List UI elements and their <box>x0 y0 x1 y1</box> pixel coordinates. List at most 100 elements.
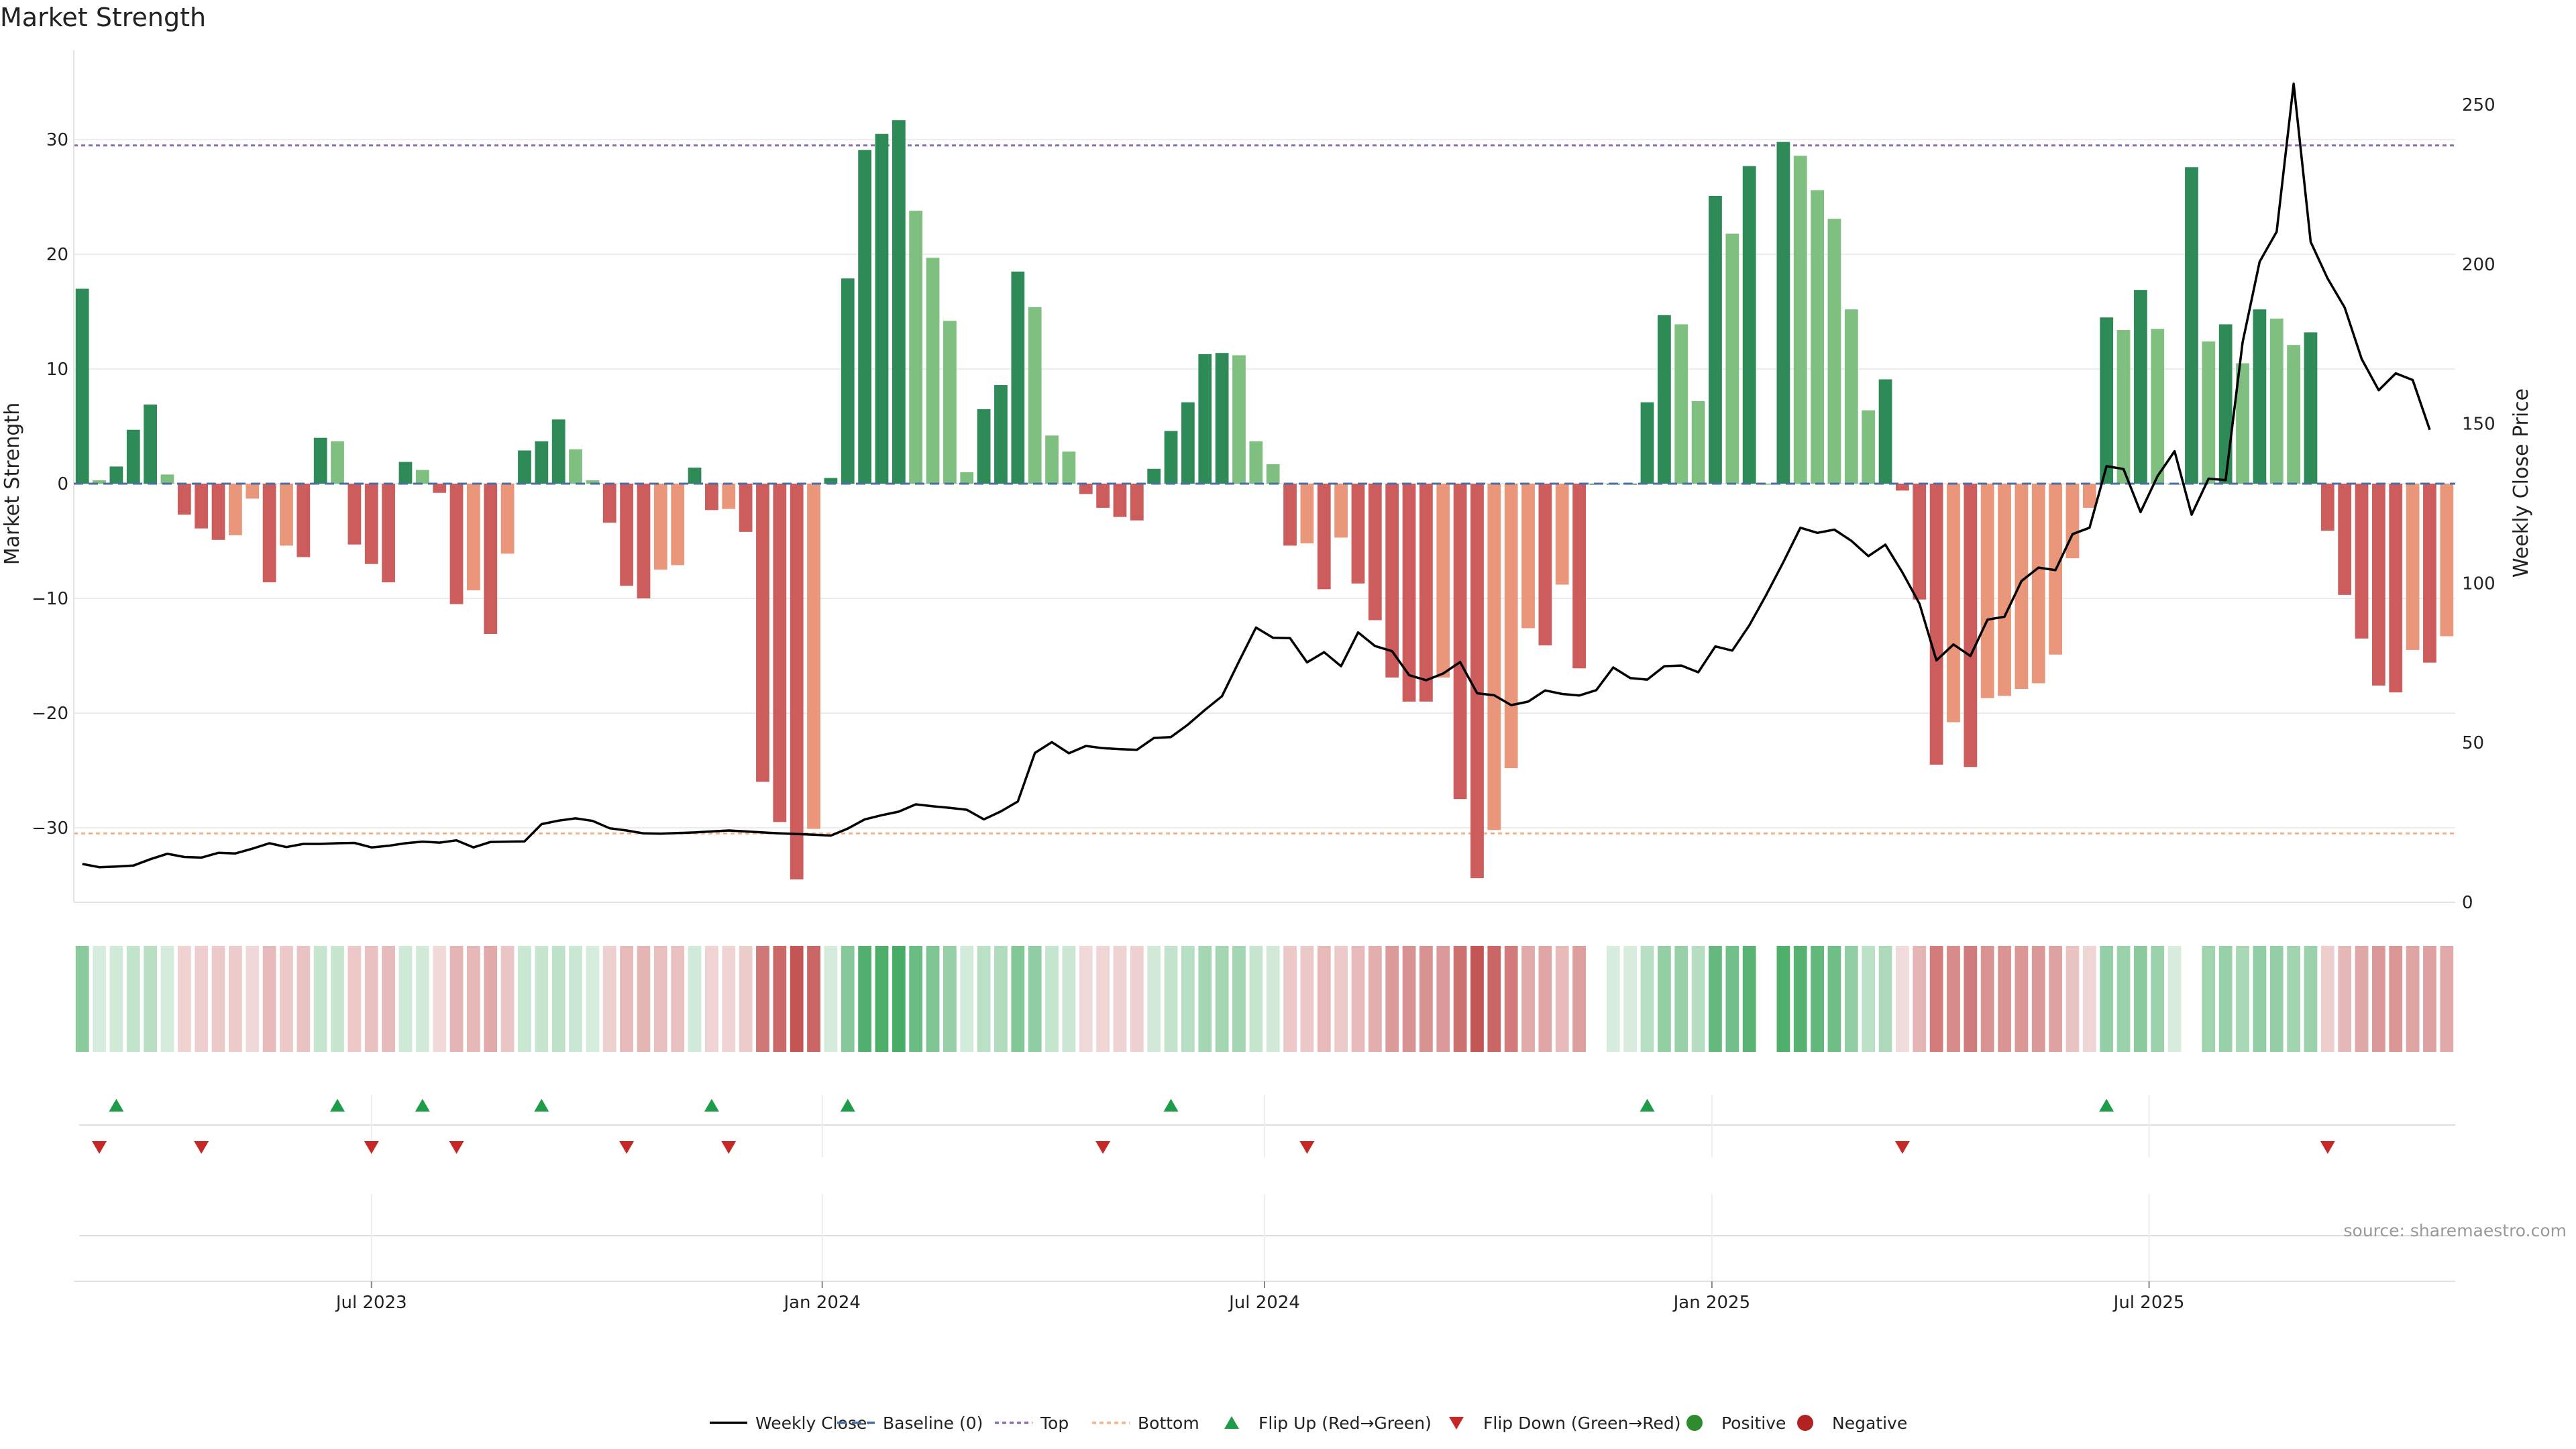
strength-bar <box>2320 484 2334 531</box>
heat-cell <box>262 946 276 1052</box>
heat-cell <box>2338 946 2352 1052</box>
strength-bar <box>1402 484 1416 702</box>
strength-bar <box>551 419 566 484</box>
heat-cell <box>195 946 209 1052</box>
heat-cell <box>1317 946 1331 1052</box>
strength-bar <box>1011 271 1025 484</box>
x-tick-label: Jan 2025 <box>1672 1293 1751 1313</box>
legend-item-flip-down: Flip Down (Green→Red) <box>1449 1413 1681 1433</box>
heat-cell <box>2287 946 2300 1052</box>
heat-cell <box>943 946 957 1052</box>
strength-bar <box>1521 484 1535 629</box>
flip-up-marker <box>534 1099 549 1112</box>
heat-cell <box>824 946 838 1052</box>
heat-cell <box>2269 946 2284 1052</box>
legend-label: Baseline (0) <box>883 1413 983 1433</box>
strength-bar <box>364 484 378 564</box>
heat-cell <box>569 946 582 1052</box>
heat-cell <box>1862 946 1876 1052</box>
strength-bar <box>1436 484 1450 678</box>
heat-cell <box>620 946 633 1052</box>
strength-bar <box>2116 329 2131 484</box>
heat-cell <box>1402 946 1416 1052</box>
heat-cell <box>2389 946 2403 1052</box>
heat-cell <box>246 946 260 1052</box>
strength-bar <box>1096 484 1110 508</box>
heat-cell <box>1878 946 1892 1052</box>
heat-cell <box>433 946 447 1052</box>
strength-bar <box>637 484 651 598</box>
heat-cell <box>2320 946 2334 1052</box>
strength-bar <box>994 385 1008 484</box>
strength-bar <box>2253 309 2267 484</box>
heat-cell <box>1980 946 1994 1052</box>
flip-up-marker <box>704 1099 719 1112</box>
strength-bar <box>75 288 89 484</box>
strength-bar <box>824 478 838 484</box>
strength-bar <box>1811 190 1824 484</box>
heat-cell <box>739 946 753 1052</box>
strength-bar <box>807 484 820 829</box>
strength-bar <box>1079 484 1093 494</box>
strength-bar <box>2269 318 2284 484</box>
strength-bar <box>1538 484 1552 646</box>
strength-bar <box>467 484 480 591</box>
strength-bar <box>2406 484 2420 650</box>
heat-cell <box>756 946 769 1052</box>
strength-bar <box>1827 219 1841 484</box>
strength-bar <box>518 450 531 484</box>
heat-cell <box>1096 946 1110 1052</box>
weekly-close-line <box>82 82 2431 869</box>
strength-bar <box>1947 484 1960 722</box>
flip-up-marker <box>109 1099 124 1112</box>
strength-bar <box>1709 195 1722 484</box>
y2-tick-label: 200 <box>2462 255 2496 275</box>
heat-cell <box>229 946 242 1052</box>
strength-bar <box>1232 355 1246 484</box>
heat-cell <box>1521 946 1535 1052</box>
strength-bar <box>977 409 991 484</box>
strength-bar <box>2236 363 2249 484</box>
y-tick-label: 0 <box>57 474 68 494</box>
heat-cell <box>926 946 940 1052</box>
strength-bar <box>1725 233 1739 484</box>
strength-bar <box>398 462 413 484</box>
legend-item-bottom: Bottom <box>1092 1413 1199 1433</box>
heat-cell <box>2253 946 2267 1052</box>
strength-bar <box>773 484 787 822</box>
strength-bar <box>1147 468 1161 484</box>
flip-down-marker <box>721 1141 737 1154</box>
strength-bar <box>688 468 702 484</box>
strength-bar <box>2031 484 2045 684</box>
heat-cell <box>331 946 344 1052</box>
legend-swatch-flip-down <box>1449 1417 1464 1430</box>
heat-cell <box>2100 946 2114 1052</box>
strength-bar <box>1776 142 1790 484</box>
strength-bar <box>1844 309 1858 484</box>
y-tick-label: 30 <box>46 130 68 150</box>
y2-tick-label: 0 <box>2462 893 2473 913</box>
strength-bar <box>2338 484 2352 595</box>
heat-cell <box>841 946 855 1052</box>
x-tick-label: Jul 2024 <box>1228 1293 1300 1313</box>
heat-cell <box>586 946 600 1052</box>
strength-bar <box>653 484 667 570</box>
strength-bar <box>1555 484 1569 585</box>
strength-bar <box>1385 484 1399 678</box>
heat-cell <box>875 946 889 1052</box>
strength-bar <box>500 484 515 554</box>
heat-cell <box>1436 946 1450 1052</box>
strength-bar <box>1862 410 1876 484</box>
strength-bar <box>177 484 191 515</box>
strength-bar <box>535 441 549 484</box>
legend-item-flip-up: Flip Up (Red→Green) <box>1224 1413 1432 1433</box>
heat-cell <box>2015 946 2029 1052</box>
strength-bar <box>1130 484 1144 521</box>
heat-cell <box>1215 946 1229 1052</box>
heat-cell <box>2202 946 2216 1052</box>
strength-bar <box>1742 166 1756 484</box>
heat-cell <box>382 946 395 1052</box>
strength-bar <box>331 441 344 484</box>
strength-bar <box>1317 484 1331 590</box>
strength-bars <box>74 120 2455 879</box>
